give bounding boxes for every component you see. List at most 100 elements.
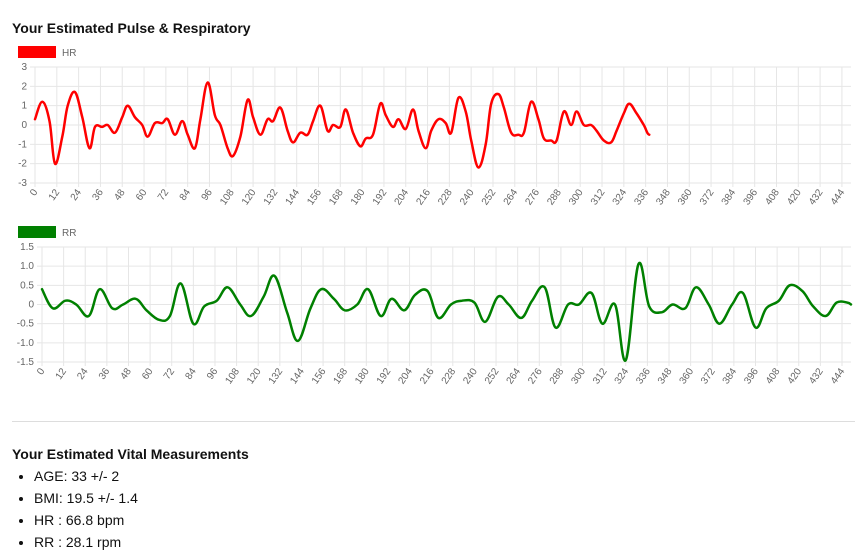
legend-swatch[interactable] — [18, 226, 56, 238]
x-tick-label: 84 — [183, 366, 199, 382]
x-tick-label: 384 — [720, 187, 739, 207]
pulse-respiratory-title: Your Estimated Pulse & Respiratory — [12, 20, 251, 36]
x-tick-label: 384 — [721, 366, 740, 386]
y-tick-label: -0.5 — [17, 319, 35, 330]
vital-rr: RR : 28.1 rpm — [34, 532, 138, 554]
x-tick-label: 324 — [611, 187, 630, 207]
series-line — [42, 263, 851, 361]
vital-hr: HR : 66.8 bpm — [34, 510, 138, 532]
x-tick-label: 444 — [829, 187, 848, 207]
x-tick-label: 288 — [545, 187, 564, 207]
x-tick-label: 144 — [284, 187, 303, 207]
y-tick-label: 0 — [28, 300, 34, 311]
x-tick-label: 180 — [349, 187, 368, 207]
x-tick-label: 348 — [654, 187, 673, 207]
x-tick-label: 300 — [567, 187, 586, 207]
x-tick-label: 228 — [436, 187, 455, 207]
x-tick-label: 372 — [699, 366, 718, 386]
x-tick-label: 120 — [240, 187, 259, 207]
x-tick-label: 0 — [35, 366, 47, 377]
x-tick-label: 132 — [267, 366, 286, 386]
x-tick-label: 288 — [548, 366, 567, 386]
x-tick-label: 408 — [763, 187, 782, 207]
x-tick-label: 96 — [200, 187, 216, 203]
legend-swatch[interactable] — [18, 46, 56, 58]
x-tick-label: 276 — [523, 187, 542, 207]
x-tick-label: 60 — [134, 187, 150, 203]
x-tick-label: 432 — [807, 366, 826, 386]
y-tick-label: -1.5 — [17, 357, 35, 368]
x-tick-label: 192 — [371, 187, 390, 207]
y-tick-label: 1.0 — [20, 261, 34, 272]
x-tick-label: 156 — [305, 187, 324, 207]
vital-bmi: BMI: 19.5 +/- 1.4 — [34, 488, 138, 510]
x-tick-label: 396 — [742, 366, 761, 386]
x-tick-label: 300 — [569, 366, 588, 386]
x-tick-label: 216 — [418, 366, 437, 386]
x-tick-label: 420 — [786, 366, 805, 386]
x-tick-label: 108 — [223, 366, 242, 386]
x-tick-label: 168 — [327, 187, 346, 207]
x-tick-label: 360 — [676, 187, 695, 207]
y-tick-label: -3 — [18, 178, 27, 189]
y-tick-label: -2 — [18, 159, 27, 170]
y-tick-label: 0.5 — [20, 280, 34, 291]
x-tick-label: 120 — [245, 366, 264, 386]
y-tick-label: 1.5 — [20, 242, 34, 253]
x-tick-label: 72 — [162, 366, 178, 382]
x-tick-label: 324 — [613, 366, 632, 386]
x-tick-label: 72 — [156, 187, 172, 203]
x-tick-label: 144 — [288, 366, 307, 386]
x-tick-label: 36 — [90, 187, 106, 203]
x-tick-label: 372 — [698, 187, 717, 207]
x-tick-label: 444 — [829, 366, 848, 386]
x-tick-label: 12 — [54, 366, 70, 382]
x-tick-label: 216 — [414, 187, 433, 207]
vital-measurements-title: Your Estimated Vital Measurements — [12, 446, 249, 462]
x-tick-label: 48 — [119, 366, 135, 382]
x-tick-label: 252 — [483, 366, 502, 386]
rr-chart: RR1.51.00.50-0.5-1.0-1.50 12 24 36 48 60 72 84 9… — [0, 218, 865, 398]
legend-label: RR — [62, 228, 76, 239]
x-tick-label: 48 — [112, 187, 128, 203]
x-tick-label: 60 — [140, 366, 156, 382]
x-tick-label: 408 — [764, 366, 783, 386]
x-tick-label: 96 — [205, 366, 221, 382]
x-tick-label: 192 — [375, 366, 394, 386]
x-tick-label: 180 — [353, 366, 372, 386]
x-tick-label: 156 — [310, 366, 329, 386]
x-tick-label: 276 — [526, 366, 545, 386]
x-tick-label: 108 — [218, 187, 237, 207]
x-tick-label: 264 — [505, 366, 524, 386]
x-tick-label: 360 — [678, 366, 697, 386]
vital-age: AGE: 33 +/- 2 — [34, 466, 138, 488]
vitals-list: AGE: 33 +/- 2 BMI: 19.5 +/- 1.4 HR : 66.… — [14, 466, 138, 554]
x-tick-label: 420 — [785, 187, 804, 207]
x-tick-label: 432 — [807, 187, 826, 207]
x-tick-label: 348 — [656, 366, 675, 386]
legend-label: HR — [62, 48, 76, 59]
x-tick-label: 336 — [634, 366, 653, 386]
x-tick-label: 264 — [502, 187, 521, 207]
x-tick-label: 132 — [262, 187, 281, 207]
y-tick-label: 2 — [21, 81, 27, 92]
x-tick-label: 240 — [461, 366, 480, 386]
x-tick-label: 204 — [393, 187, 412, 207]
y-tick-label: 1 — [21, 101, 27, 112]
x-tick-label: 84 — [178, 187, 194, 203]
x-tick-label: 0 — [28, 187, 40, 198]
x-tick-label: 252 — [480, 187, 499, 207]
x-tick-label: 12 — [47, 187, 63, 203]
x-tick-label: 396 — [742, 187, 761, 207]
y-tick-label: 0 — [21, 120, 27, 131]
x-tick-label: 204 — [396, 366, 415, 386]
x-tick-label: 336 — [633, 187, 652, 207]
y-tick-label: 3 — [21, 62, 27, 73]
x-tick-label: 228 — [440, 366, 459, 386]
x-tick-label: 240 — [458, 187, 477, 207]
y-tick-label: -1 — [18, 139, 27, 150]
x-tick-label: 24 — [69, 187, 85, 203]
x-tick-label: 36 — [97, 366, 113, 382]
x-tick-label: 312 — [589, 187, 608, 207]
